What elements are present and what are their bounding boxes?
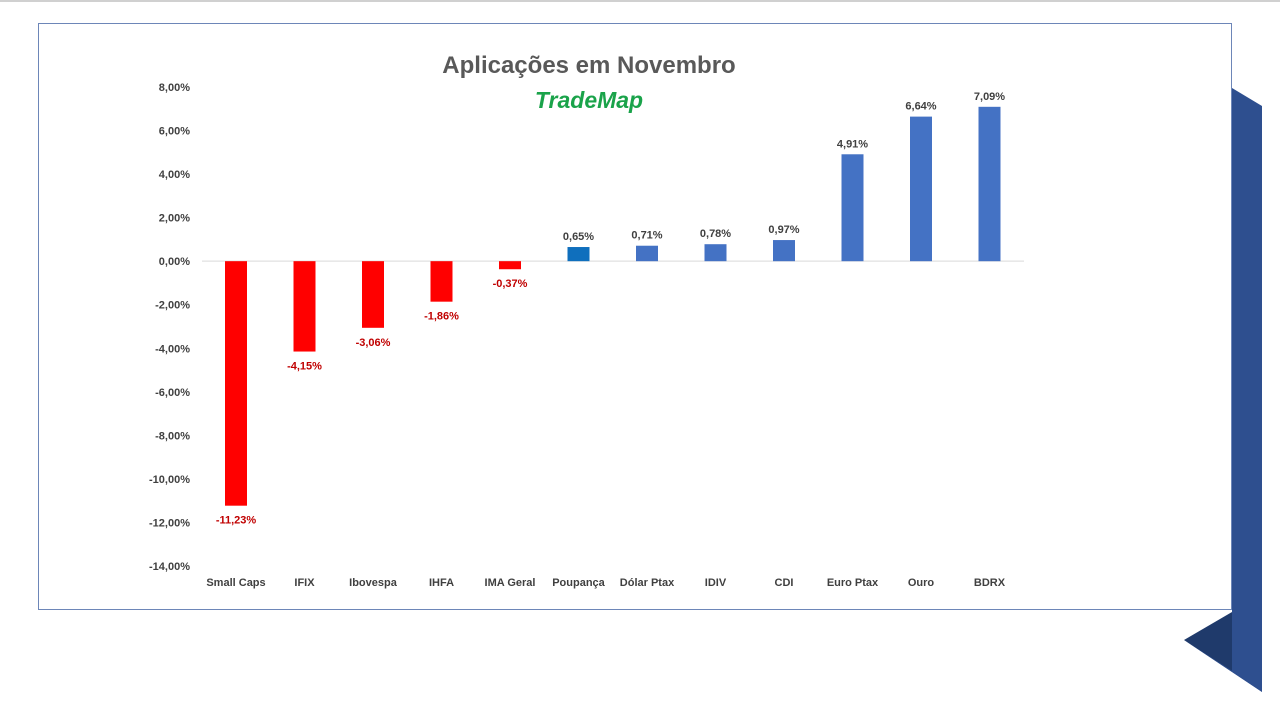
data-label: 0,71% xyxy=(631,230,662,242)
data-label: -3,06% xyxy=(356,337,391,349)
y-axis: 8,00% 6,00% 4,00% 2,00% 0,00% -2,00% -4,00% -6,… xyxy=(149,82,190,573)
bars xyxy=(225,106,1001,506)
y-tick-label: -14,00% xyxy=(149,561,190,573)
ribbon-side xyxy=(1232,88,1262,692)
y-tick-label: -10,00% xyxy=(149,474,190,486)
category-axis: Small Caps IFIX Ibovespa IHFA IMA Geral Poupa… xyxy=(206,577,1005,589)
y-tick-label: -8,00% xyxy=(155,430,190,442)
category-label: BDRX xyxy=(974,577,1006,589)
bar xyxy=(225,261,247,506)
category-label: Poupança xyxy=(552,577,605,589)
data-label: -1,86% xyxy=(424,311,459,323)
bar xyxy=(978,106,1001,262)
category-label: Euro Ptax xyxy=(827,577,879,589)
category-label: IDIV xyxy=(705,577,727,589)
bar xyxy=(841,154,864,262)
y-tick-label: -4,00% xyxy=(155,343,190,355)
y-tick-label: 8,00% xyxy=(159,82,190,94)
bar xyxy=(567,247,590,262)
data-label: -4,15% xyxy=(287,361,322,373)
category-label: IHFA xyxy=(429,577,454,589)
bar xyxy=(910,116,932,262)
ribbon-tail xyxy=(1184,640,1262,692)
bar xyxy=(773,240,795,262)
data-label: 0,97% xyxy=(768,224,799,236)
data-label: -11,23% xyxy=(216,515,257,527)
data-label: 7,09% xyxy=(974,91,1005,103)
y-tick-label: 2,00% xyxy=(159,213,190,225)
bar xyxy=(499,261,521,270)
y-tick-label: -6,00% xyxy=(155,387,190,399)
bar xyxy=(293,261,316,352)
bar xyxy=(636,245,658,262)
y-tick-label: 4,00% xyxy=(159,169,190,181)
top-rule xyxy=(0,0,1280,2)
y-tick-label: -12,00% xyxy=(149,517,190,529)
bar xyxy=(362,261,384,328)
data-label: 6,64% xyxy=(905,101,936,113)
y-tick-label: 0,00% xyxy=(159,256,190,268)
data-label: 4,91% xyxy=(837,138,868,150)
category-label: Ibovespa xyxy=(349,577,398,589)
y-tick-label: 6,00% xyxy=(159,126,190,138)
chart-subtitle: TradeMap xyxy=(534,87,644,113)
category-label: Small Caps xyxy=(206,577,265,589)
chart-title: Aplicações em Novembro xyxy=(442,52,736,79)
category-label: Ouro xyxy=(908,577,935,589)
bar xyxy=(704,244,727,262)
category-label: IFIX xyxy=(294,577,315,589)
ribbon-fold xyxy=(1184,612,1232,672)
data-label: 0,65% xyxy=(563,231,594,243)
bar xyxy=(430,261,453,302)
data-label: -0,37% xyxy=(493,278,528,290)
category-label: IMA Geral xyxy=(485,577,536,589)
category-label: CDI xyxy=(775,577,794,589)
category-label: Dólar Ptax xyxy=(620,577,675,589)
y-tick-label: -2,00% xyxy=(155,300,190,312)
data-labels: -11,23% -4,15% -3,06% -1,86% -0,37% 0,65% 0,71… xyxy=(216,91,1005,527)
data-label: 0,78% xyxy=(700,228,731,240)
